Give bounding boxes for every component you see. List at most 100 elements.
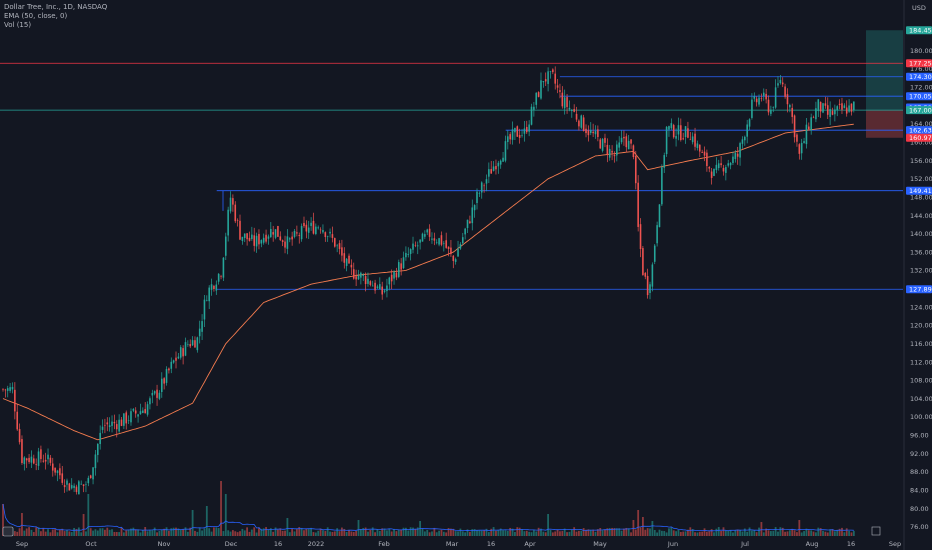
candle (765, 88, 767, 104)
volume-bar (80, 532, 83, 536)
volume-bar (724, 530, 727, 536)
candle (727, 159, 730, 168)
candle (101, 419, 104, 434)
volume-bar (54, 529, 57, 536)
volume-bar (125, 530, 128, 536)
candle (303, 216, 305, 228)
candle (507, 130, 509, 150)
candle (601, 138, 604, 153)
candle (473, 204, 476, 218)
candle (585, 124, 587, 138)
volume-bar (73, 527, 75, 536)
volume-bar (779, 527, 782, 536)
volume-bar (130, 528, 132, 536)
candle (668, 125, 670, 137)
candle (670, 118, 673, 130)
candle (201, 314, 203, 341)
candle (405, 246, 407, 261)
volume-bar (196, 531, 199, 536)
candle (397, 259, 400, 279)
candle (471, 199, 474, 231)
candle (343, 247, 346, 269)
candle (153, 390, 156, 396)
volume-bar (682, 531, 685, 536)
candle (137, 413, 139, 423)
horizontal-levels (0, 62, 903, 290)
candle (478, 191, 481, 197)
volume-bar (836, 530, 839, 536)
volume-bar (416, 527, 419, 536)
volume-bar (551, 532, 554, 536)
candle (241, 236, 244, 245)
candle (781, 77, 784, 88)
volume-bar (208, 528, 211, 536)
candle (786, 88, 789, 113)
candle (717, 159, 720, 171)
candle (364, 272, 367, 292)
volume-bar (248, 531, 251, 536)
x-tick-label: 16 (487, 540, 495, 548)
candle (177, 352, 180, 360)
candle (267, 234, 270, 245)
x-tick-label: Mar (446, 540, 459, 548)
volume-bar (99, 528, 102, 536)
volume-bar (732, 532, 734, 536)
x-tick-label: Aug (806, 540, 819, 548)
x-tick-label: Sep (889, 540, 901, 548)
candle (732, 151, 734, 165)
volume-bar (668, 528, 670, 536)
candle (710, 167, 713, 185)
candle (296, 225, 298, 237)
volume-bar (447, 528, 450, 536)
price-axis[interactable]: 76.00 80.00 84.00 88.00 92.00 96.00 100.00 104.… (903, 0, 932, 550)
volume-bar (94, 529, 97, 536)
fullscreen-icon[interactable] (871, 526, 881, 536)
volume-bar (670, 527, 673, 536)
price-label: 177.25 (906, 59, 932, 68)
volume-bar (495, 530, 497, 536)
candle (59, 463, 61, 480)
time-axis[interactable]: Sep Oct Nov Dec 16 2022 Feb Mar 16 Apr May Jun Jul Au… (16, 540, 901, 548)
candle (698, 144, 701, 158)
volume-bar (800, 532, 803, 536)
volume-bar (812, 531, 815, 536)
volume-bar (307, 529, 310, 536)
volume-bar (367, 531, 369, 536)
candle (213, 284, 215, 292)
candle (713, 168, 715, 177)
candle (40, 445, 42, 463)
candle (424, 230, 426, 240)
volume-bar (829, 529, 832, 536)
candle (561, 86, 564, 109)
svg-text:177.25: 177.25 (909, 60, 932, 68)
candle (35, 458, 37, 471)
candle (80, 480, 83, 485)
candle (587, 125, 590, 142)
candle (82, 484, 85, 493)
candle (165, 366, 168, 386)
volume-bar (217, 528, 220, 536)
volume-bar (324, 531, 327, 536)
candle (217, 273, 220, 285)
candle (805, 117, 808, 149)
volume-bar (696, 532, 699, 536)
volume-bar (184, 527, 187, 536)
volume-bar (348, 529, 350, 536)
candle (224, 232, 227, 261)
volume-bar (468, 531, 471, 536)
volume-bar (698, 531, 701, 536)
volume-bar (848, 530, 850, 536)
volume-bar (317, 530, 320, 536)
candle (476, 188, 478, 210)
candle (208, 285, 210, 310)
volume-bar (663, 531, 666, 536)
candle (251, 226, 253, 241)
volume-bar (485, 528, 488, 536)
candle (44, 452, 47, 470)
volume-bar (338, 531, 341, 536)
candle (97, 443, 99, 463)
candle (841, 97, 843, 115)
volume-bar (592, 529, 595, 536)
volume-bar (743, 528, 746, 536)
